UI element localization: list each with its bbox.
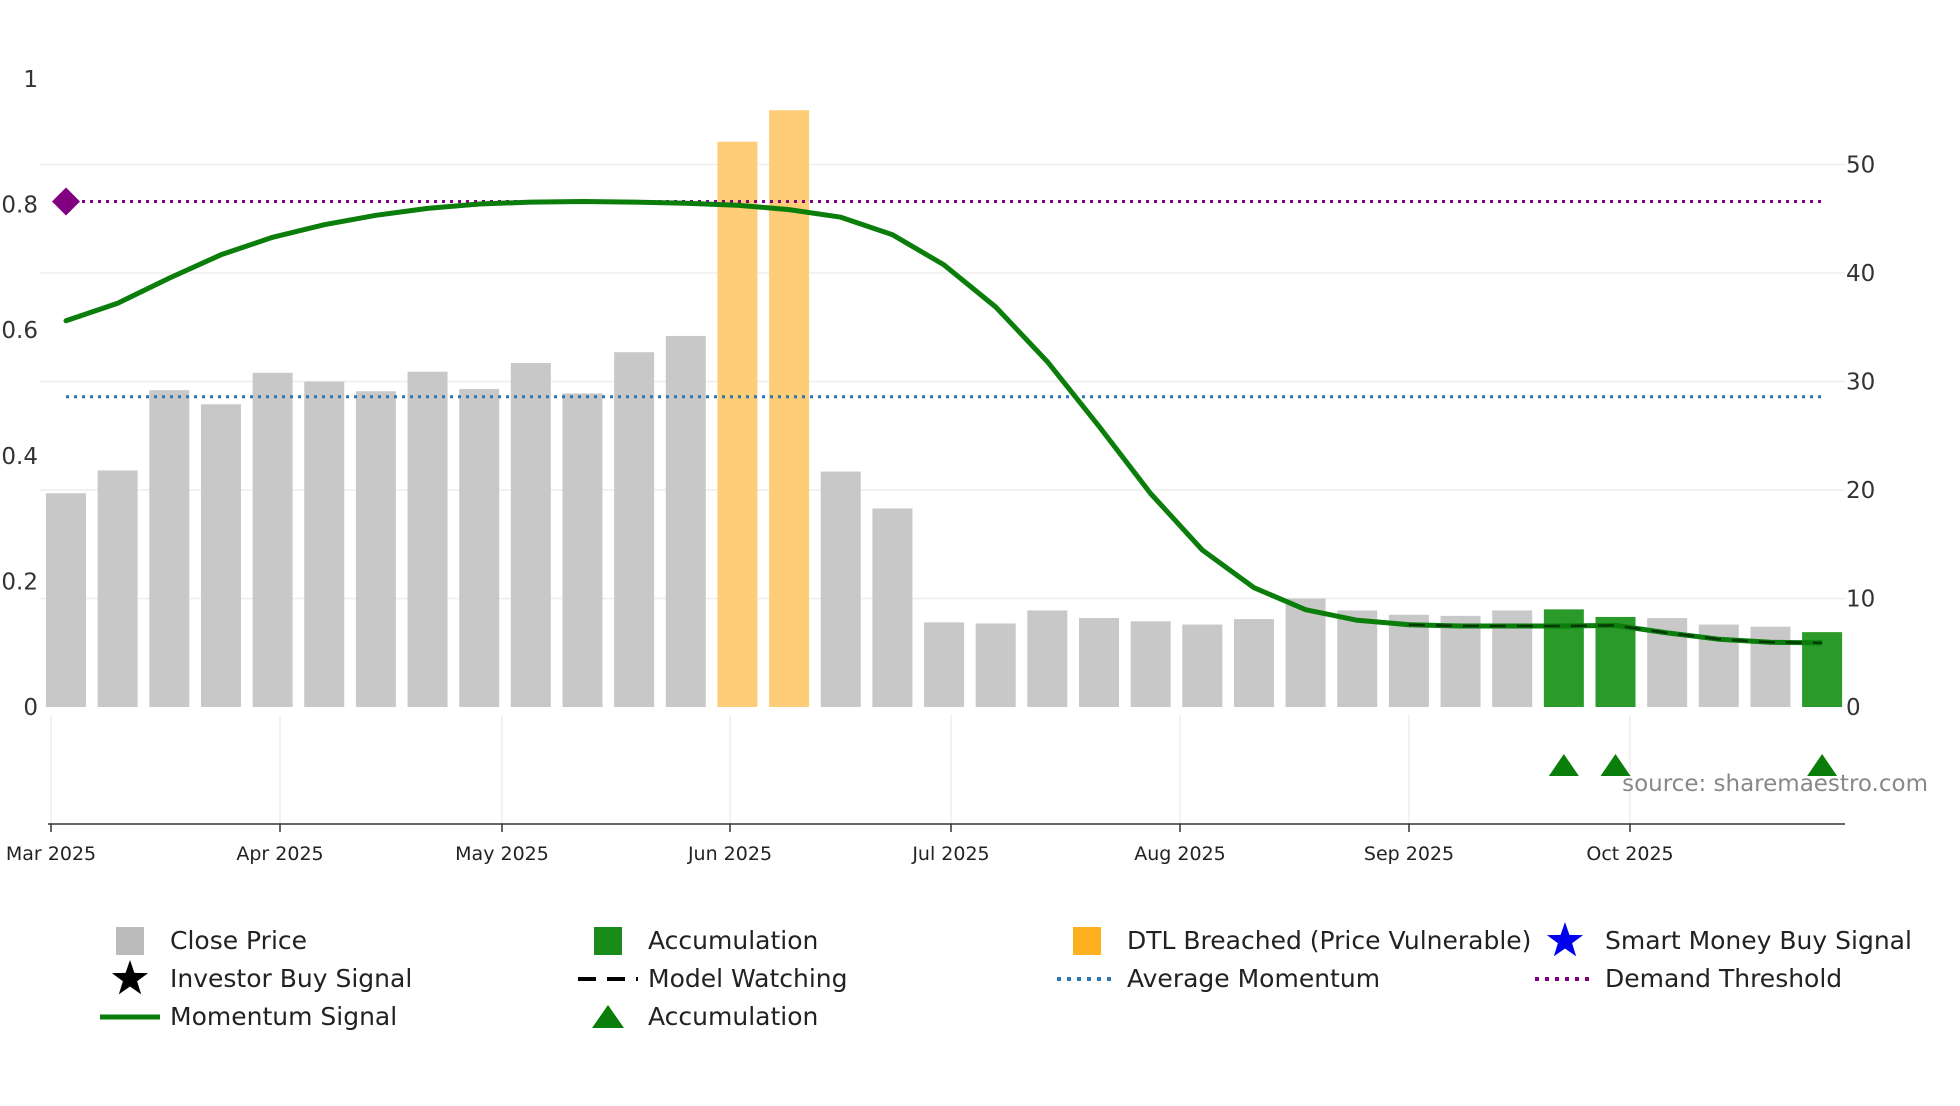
legend-item: Model Watching xyxy=(578,964,848,993)
demand-diamond-marker xyxy=(52,187,80,216)
bar-close xyxy=(872,508,913,707)
legend-item: Smart Money Buy Signal xyxy=(1546,922,1912,957)
bar-close xyxy=(562,393,603,707)
left-tick-label: 0 xyxy=(23,695,38,721)
bar-close xyxy=(1233,619,1274,707)
legend-item: DTL Breached (Price Vulnerable) xyxy=(1073,926,1531,955)
legend-label: Close Price xyxy=(170,926,307,955)
legend-square-icon xyxy=(594,927,622,955)
legend-item: Demand Threshold xyxy=(1535,964,1842,993)
bar-close xyxy=(1027,610,1068,707)
legend-item: Momentum Signal xyxy=(100,1002,397,1031)
legend-label: Smart Money Buy Signal xyxy=(1605,926,1912,955)
left-tick-label: 0.2 xyxy=(1,569,38,595)
bar-close xyxy=(304,381,345,707)
legend-label: Investor Buy Signal xyxy=(170,964,412,993)
right-tick-label: 40 xyxy=(1846,261,1875,287)
bar-close xyxy=(1285,598,1326,707)
left-tick-label: 0.8 xyxy=(1,193,38,219)
legend-label: DTL Breached (Price Vulnerable) xyxy=(1127,926,1531,955)
x-tick-label: Aug 2025 xyxy=(1134,843,1226,865)
legend-item: Accumulation xyxy=(594,926,818,955)
legend-item: Accumulation xyxy=(592,1002,818,1031)
accumulation-triangle xyxy=(1600,754,1631,776)
bar-close xyxy=(614,352,655,707)
bar-close xyxy=(149,390,190,707)
x-tick-label: Mar 2025 xyxy=(6,843,96,865)
legend-square-icon xyxy=(116,927,144,955)
bar-close xyxy=(1337,610,1378,707)
legend-item: Investor Buy Signal xyxy=(111,960,412,995)
bar-close xyxy=(46,493,86,707)
legend-item: Close Price xyxy=(116,926,307,955)
legend-label: Model Watching xyxy=(648,964,848,993)
bar-close xyxy=(1388,614,1429,707)
bar-close xyxy=(459,389,500,707)
x-tick-label: Apr 2025 xyxy=(236,843,323,865)
bar-close xyxy=(1440,615,1481,707)
right-tick-label: 10 xyxy=(1846,587,1875,613)
accumulation-triangle xyxy=(1807,754,1838,776)
legend-star-icon xyxy=(1546,922,1584,957)
legend-label: Accumulation xyxy=(648,1002,818,1031)
bar-dtl xyxy=(769,110,810,707)
legend-label: Accumulation xyxy=(648,926,818,955)
bar-close xyxy=(1182,624,1223,707)
bar-accumulation xyxy=(1595,616,1636,707)
bar-close xyxy=(97,470,138,707)
legend-label: Average Momentum xyxy=(1127,964,1380,993)
bar-close xyxy=(355,391,396,707)
x-tick-label: Jul 2025 xyxy=(911,843,989,865)
bar-close xyxy=(200,404,241,707)
accumulation-triangle xyxy=(1548,754,1579,776)
bar-close xyxy=(975,623,1016,707)
bar-close xyxy=(407,371,448,707)
left-tick-label: 1 xyxy=(23,67,38,93)
legend-triangle-icon xyxy=(592,1005,624,1028)
right-tick-label: 20 xyxy=(1846,478,1875,504)
bar-close xyxy=(252,372,293,707)
right-tick-label: 0 xyxy=(1846,695,1861,721)
bar-close xyxy=(820,471,861,707)
bar-close xyxy=(1079,618,1119,707)
source-label: source: sharemaestro.com xyxy=(1622,771,1928,797)
bar-dtl xyxy=(717,141,758,708)
legend-square-icon xyxy=(1073,927,1101,955)
bar-close xyxy=(924,622,965,707)
left-tick-label: 0.6 xyxy=(1,318,38,344)
legend-item: Average Momentum xyxy=(1057,964,1380,993)
right-tick-label: 30 xyxy=(1846,370,1875,396)
x-tick-label: Oct 2025 xyxy=(1586,843,1673,865)
bar-close xyxy=(510,363,551,707)
legend-label: Momentum Signal xyxy=(170,1002,397,1031)
x-tick-label: Sep 2025 xyxy=(1364,843,1454,865)
legend-star-icon xyxy=(111,960,149,995)
right-tick-label: 50 xyxy=(1846,153,1875,179)
x-tick-label: May 2025 xyxy=(455,843,549,865)
left-tick-label: 0.4 xyxy=(1,444,38,470)
bar-close xyxy=(1750,626,1791,707)
momentum-signal-line xyxy=(63,199,1412,628)
bar-close xyxy=(1130,621,1171,707)
model-watching-line xyxy=(1408,623,1823,645)
x-tick-label: Jun 2025 xyxy=(687,843,772,865)
legend-label: Demand Threshold xyxy=(1605,964,1842,993)
bar-close xyxy=(665,335,706,707)
